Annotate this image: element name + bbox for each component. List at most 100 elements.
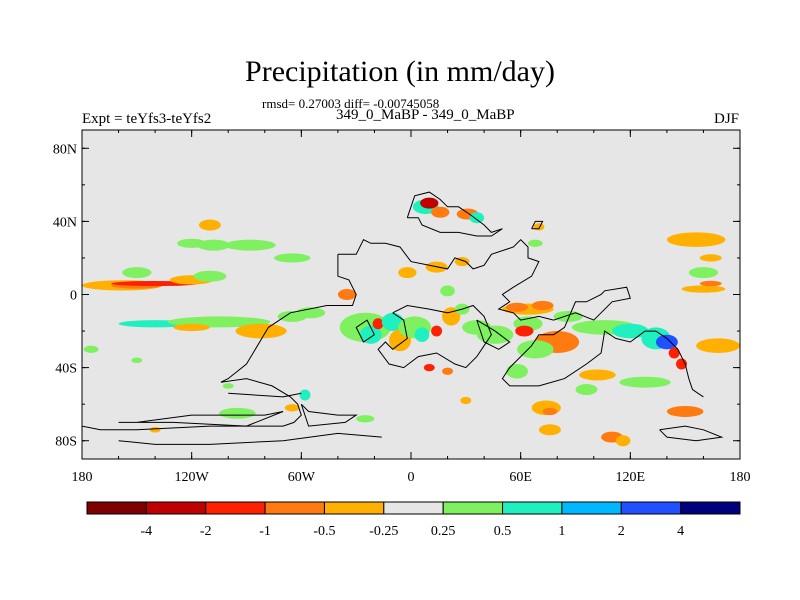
y-tick-label: 0	[70, 289, 77, 304]
colorbar-swatch	[145, 501, 207, 515]
precip-anomaly-blob	[423, 363, 435, 372]
experiment-label: Expt = teYfs3-teYfs2	[82, 111, 212, 127]
precip-anomaly-blob	[381, 312, 404, 332]
colorbar-swatch	[383, 501, 444, 515]
precip-anomaly-blob	[688, 267, 719, 279]
colorbar-swatch	[680, 501, 741, 515]
colorbar-label: 1	[558, 524, 565, 539]
precip-anomaly-blob	[193, 270, 227, 282]
precip-anomaly-blob	[476, 325, 514, 344]
precip-anomaly-blob	[273, 253, 311, 263]
coastline	[337, 238, 704, 398]
x-tick-label: 120E	[616, 470, 646, 485]
colorbar-label: -2	[200, 524, 212, 539]
precip-anomaly-blob	[681, 285, 726, 293]
precip-anomaly-blob	[224, 239, 276, 251]
x-tick-label: 120W	[175, 470, 210, 485]
coastline	[228, 392, 302, 398]
colorbar-label: -0.25	[369, 524, 398, 539]
colorbar-swatch	[205, 501, 266, 515]
precip-anomaly-blob	[575, 384, 598, 396]
precip-anomaly-blob	[83, 345, 99, 353]
x-tick-label: 0	[408, 470, 415, 485]
precip-anomaly-blob	[398, 267, 417, 279]
precip-anomaly-blob	[533, 223, 545, 231]
colorbar-label: -4	[141, 524, 153, 539]
colorbar-swatch	[442, 501, 504, 515]
precip-anomaly-blob	[506, 363, 528, 379]
coastline	[118, 411, 284, 427]
coastline	[118, 432, 382, 445]
precip-anomaly-blob	[299, 389, 311, 401]
chart-title: Precipitation (in mm/day)	[245, 55, 555, 88]
precip-anomaly-blob	[666, 232, 726, 247]
x-tick-label: 60W	[288, 470, 316, 485]
period-label: 349_0_MaBP - 349_0_MaBP	[336, 107, 515, 123]
colorbar-label: 0.5	[494, 524, 512, 539]
precip-anomaly-blob	[527, 239, 543, 247]
x-tick-label: 180	[730, 470, 751, 485]
x-tick-label: 60E	[509, 470, 532, 485]
precip-anomaly-blob	[359, 325, 382, 344]
precip-anomaly-blob	[122, 267, 152, 279]
precip-anomaly-blob	[515, 325, 534, 337]
precip-anomaly-blob	[517, 340, 554, 359]
x-tick-label: 180	[72, 470, 93, 485]
precip-anomaly-blob	[506, 302, 528, 312]
colorbar-swatch	[264, 501, 325, 515]
precip-anomaly-blob	[440, 285, 455, 297]
coastline	[300, 403, 358, 427]
y-tick-label: 80N	[53, 142, 77, 157]
precip-anomaly-blob	[696, 338, 740, 353]
precip-anomaly-blob	[431, 325, 443, 337]
precip-anomaly-blob	[460, 396, 472, 405]
precip-anomaly-blob	[173, 323, 210, 332]
coastline	[476, 319, 511, 350]
precip-anomaly-blob	[198, 219, 221, 231]
precip-contours	[82, 191, 740, 447]
colorbar-label: 2	[618, 524, 625, 539]
precip-anomaly-blob	[538, 424, 561, 436]
precip-anomaly-blob	[619, 376, 671, 388]
precip-anomaly-blob	[372, 318, 384, 330]
colorbar-label: 4	[677, 524, 684, 539]
colorbar-label: -0.5	[313, 524, 335, 539]
colorbar-swatch	[502, 501, 563, 515]
precip-anomaly-blob	[197, 239, 231, 251]
chart-subtitle: rmsd= 0.27003 diff= -0.00745058	[262, 96, 440, 111]
colorbar-swatch	[86, 501, 147, 515]
coastline	[355, 319, 375, 343]
precip-anomaly-blob	[442, 367, 454, 375]
coastline	[531, 220, 544, 230]
precip-anomaly-blob	[420, 197, 439, 209]
colorbar-label: 0.25	[431, 524, 456, 539]
coastline	[406, 191, 503, 237]
colorbar-swatch	[620, 501, 682, 515]
precip-anomaly-blob	[699, 280, 722, 287]
precip-anomaly-blob	[699, 254, 722, 262]
precip-anomaly-blob	[542, 407, 558, 416]
precip-anomaly-blob	[531, 300, 554, 311]
season-label: DJF	[713, 111, 739, 127]
precip-anomaly-blob	[219, 407, 256, 419]
precip-anomaly-blob	[442, 307, 461, 326]
precip-anomaly-blob	[655, 334, 678, 350]
coastline	[659, 425, 724, 442]
precip-anomaly-blob	[469, 212, 485, 224]
precip-anomaly-blob	[553, 310, 583, 322]
y-tick-label: 40S	[55, 362, 77, 377]
map-background	[82, 130, 740, 459]
precip-anomaly-blob	[666, 405, 704, 417]
precip-anomaly-blob	[131, 357, 143, 364]
coastline	[377, 304, 492, 369]
precip-anomaly-blob	[579, 369, 616, 381]
precip-anomaly-blob	[222, 383, 234, 389]
precip-anomaly-blob	[356, 415, 375, 423]
precip-anomaly-blob	[149, 427, 161, 433]
y-tick-label: 40N	[53, 215, 77, 230]
precip-anomaly-blob	[337, 289, 357, 300]
precip-anomaly-blob	[414, 327, 430, 343]
precip-anomaly-blob	[668, 347, 680, 359]
precip-anomaly-blob	[284, 404, 300, 412]
